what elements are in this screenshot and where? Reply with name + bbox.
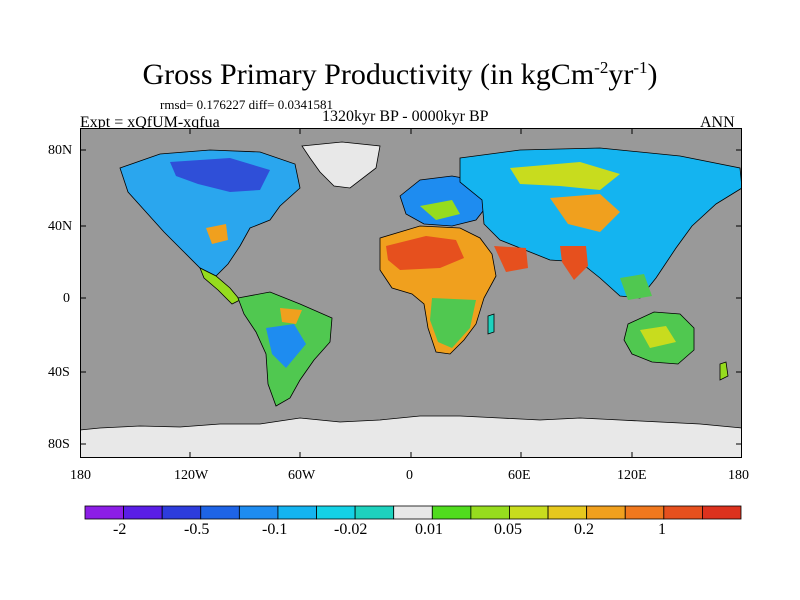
colorbar-label: 1 bbox=[658, 521, 666, 538]
colorbar-label: -0.1 bbox=[262, 521, 288, 538]
canada-dark bbox=[170, 158, 270, 192]
lon-label: 180 bbox=[70, 468, 91, 483]
lon-label: 120W bbox=[174, 468, 209, 483]
india-red bbox=[560, 246, 588, 280]
colorbar-swatch bbox=[354, 505, 395, 520]
colorbar-swatch bbox=[702, 505, 742, 520]
map-title: Gross Primary Productivity (in kgCm-2yr-… bbox=[0, 58, 800, 92]
madagascar bbox=[487, 313, 495, 335]
colorbar-swatch bbox=[393, 505, 433, 520]
colorbar-swatch bbox=[316, 505, 356, 520]
colorbar-label: -0.02 bbox=[334, 521, 368, 538]
colorbar-label: -0.5 bbox=[184, 521, 210, 538]
colorbar-swatch bbox=[663, 505, 703, 520]
colorbar-label: 0.05 bbox=[494, 521, 522, 538]
title-mid: yr bbox=[608, 58, 634, 91]
colorbar bbox=[84, 505, 742, 520]
colorbar-label: 0.01 bbox=[415, 521, 443, 538]
title-end: ) bbox=[647, 58, 658, 91]
colorbar-swatch bbox=[238, 505, 279, 520]
sa-blue bbox=[266, 324, 306, 368]
greenland-ice bbox=[301, 141, 381, 189]
lon-label: 120E bbox=[617, 468, 647, 483]
lat-label: 80N bbox=[48, 143, 73, 158]
colorbar-swatch bbox=[624, 505, 665, 520]
colorbar-swatch bbox=[277, 505, 317, 520]
title-superscript-1: -2 bbox=[594, 58, 609, 77]
europe-green bbox=[420, 200, 460, 220]
antarctica-ice bbox=[80, 415, 742, 458]
colorbar-swatch bbox=[200, 505, 240, 520]
colorbar-swatch bbox=[470, 505, 510, 520]
lon-label: 60E bbox=[508, 468, 531, 483]
lat-label: 40N bbox=[48, 219, 73, 234]
colorbar-swatch bbox=[509, 505, 549, 520]
stats-text: rmsd= 0.176227 diff= 0.0341581 bbox=[160, 97, 333, 112]
lon-label: 0 bbox=[406, 468, 413, 483]
experiment-label: Expt = xQfUM-xqfua bbox=[80, 114, 220, 131]
na-orange bbox=[206, 224, 228, 244]
period-label: 1320kyr BP - 0000kyr BP bbox=[322, 108, 489, 125]
lat-label: 0 bbox=[63, 291, 70, 306]
colorbar-swatch bbox=[123, 505, 163, 520]
sa-orange bbox=[280, 308, 302, 324]
se-asia-green bbox=[620, 274, 652, 300]
new-zealand bbox=[719, 361, 729, 381]
title-main: Gross Primary Productivity (in kgCm bbox=[142, 58, 595, 91]
lon-label: 180 bbox=[728, 468, 749, 483]
colorbar-swatch bbox=[161, 505, 202, 520]
sahara-red bbox=[386, 236, 464, 270]
australia-yellow bbox=[640, 326, 676, 348]
colorbar-swatch bbox=[586, 505, 626, 520]
map-ticks bbox=[80, 128, 742, 458]
lat-label: 80S bbox=[48, 437, 70, 452]
world-map bbox=[80, 128, 742, 458]
africa-green bbox=[430, 298, 476, 348]
lat-label: 40S bbox=[48, 365, 70, 380]
colorbar-swatch bbox=[547, 505, 588, 520]
central-america bbox=[199, 267, 241, 305]
arabia-red bbox=[494, 246, 528, 272]
title-superscript-2: -1 bbox=[633, 58, 648, 77]
lon-label: 60W bbox=[288, 468, 316, 483]
colorbar-label: -2 bbox=[113, 521, 127, 538]
colorbar-label: 0.2 bbox=[574, 521, 594, 538]
asia-yellow bbox=[510, 162, 620, 190]
season-label: ANN bbox=[700, 114, 735, 131]
colorbar-swatch bbox=[431, 505, 472, 520]
colorbar-swatch bbox=[84, 505, 124, 520]
asia-orange bbox=[550, 194, 620, 232]
